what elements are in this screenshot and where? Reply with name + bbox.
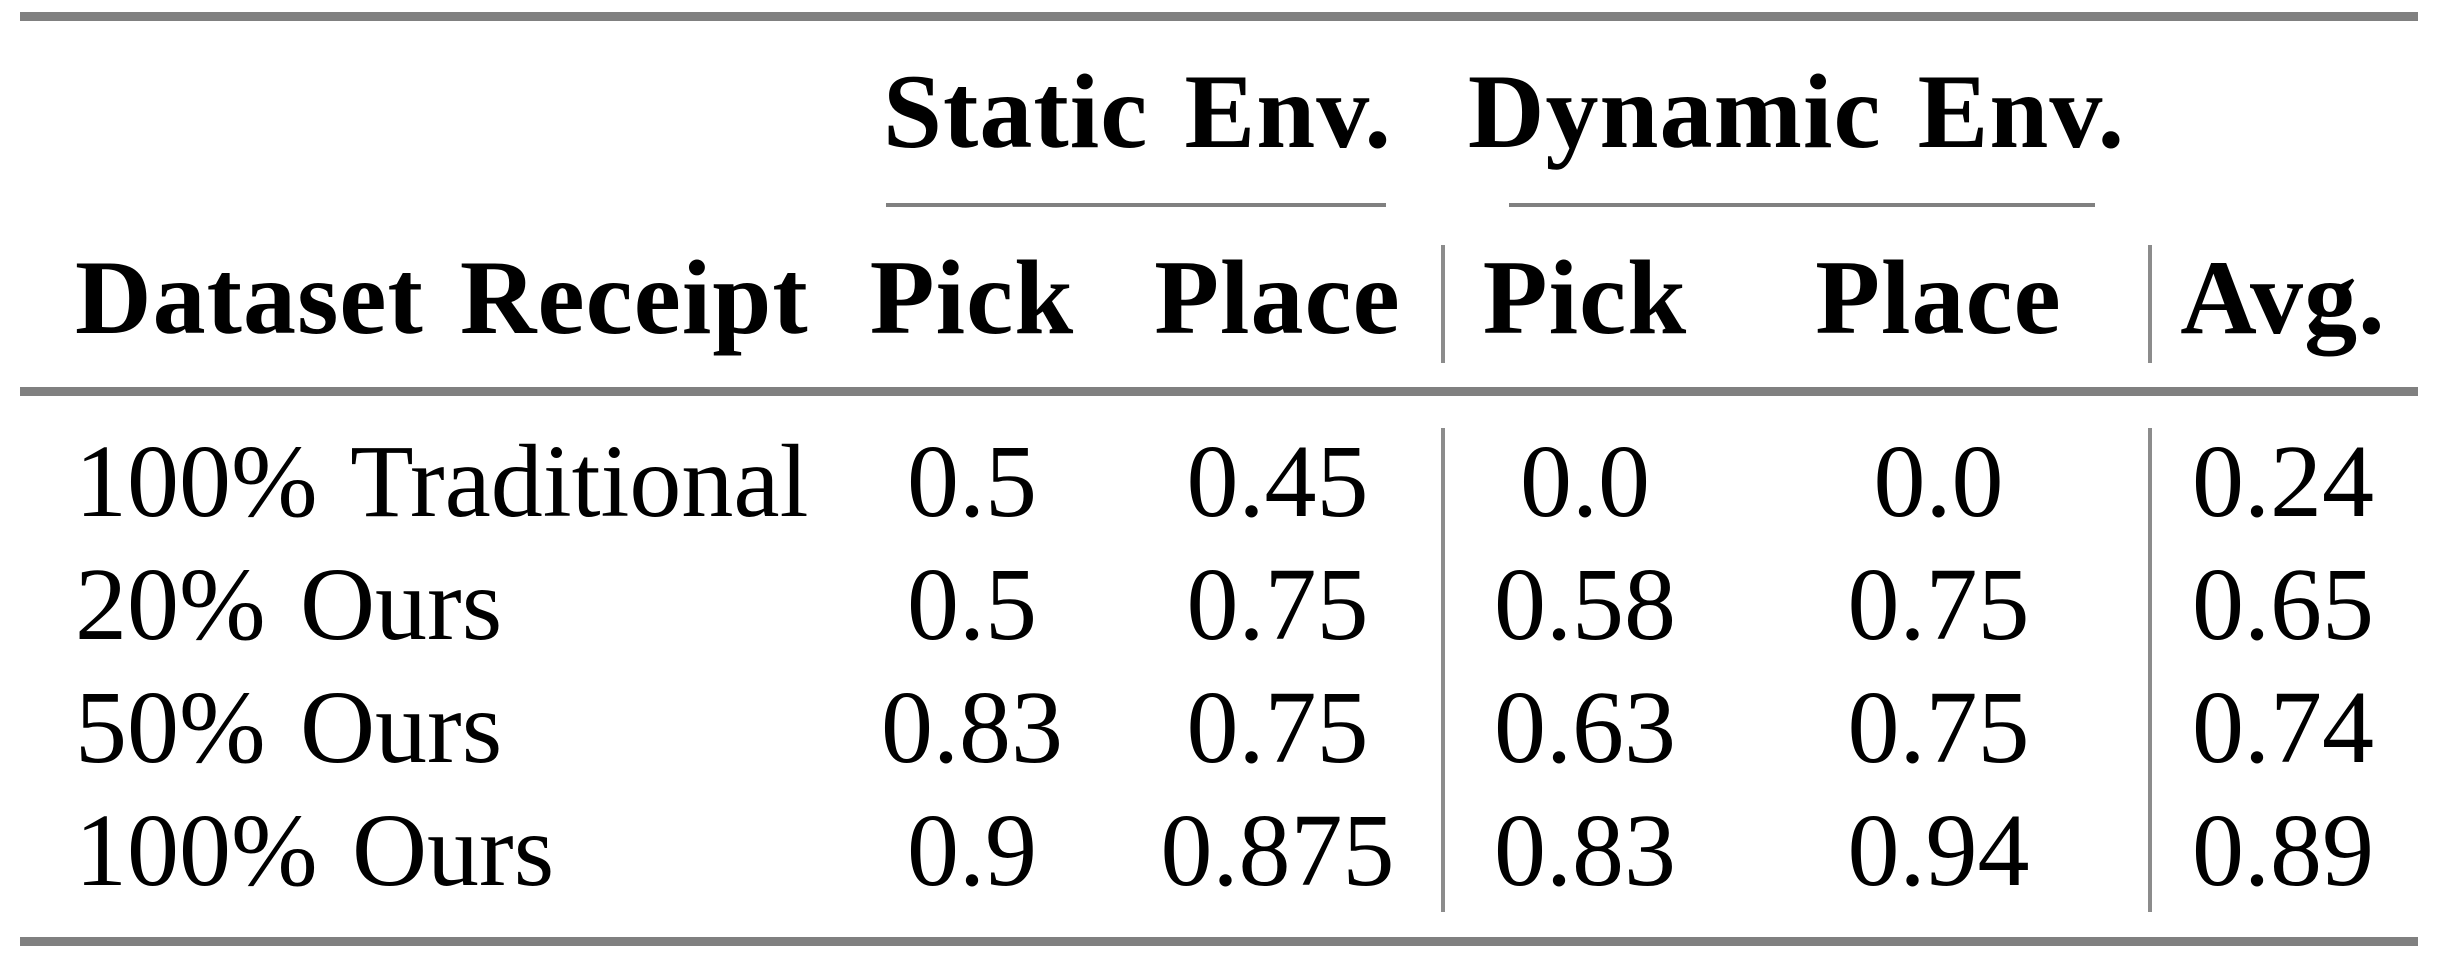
header-dynamic-pick: Pick: [1482, 238, 1688, 356]
header-static-place: Place: [1154, 238, 1401, 356]
cell-dynamic-place: 0.0: [1873, 424, 2004, 539]
row-label: 100% Ours: [75, 793, 555, 908]
dynamic-group-underline-slot: [1443, 203, 2150, 208]
column-header-row: Dataset Receipt Pick Place Pick Place Av…: [20, 208, 2418, 387]
cell-dynamic-pick: 0.83: [1494, 793, 1676, 908]
static-group-underline-slot: [832, 203, 1443, 208]
group-header-spacer-right: [2150, 21, 2416, 203]
row-label-header: Dataset Receipt: [75, 238, 809, 356]
table-row: 100% Ours 0.9 0.875 0.83 0.94 0.89: [20, 789, 2418, 912]
bottom-rule: [20, 937, 2418, 946]
table-row: 100% Traditional 0.5 0.45 0.0 0.0 0.24: [20, 420, 2418, 543]
dynamic-group-underline: [1509, 203, 2095, 207]
cell-avg: 0.74: [2192, 670, 2374, 785]
cell-dynamic-pick: 0.58: [1494, 547, 1676, 662]
cell-avg: 0.89: [2192, 793, 2374, 908]
column-divider-dynamic-avg-body: [2148, 428, 2152, 912]
cell-dynamic-pick: 0.0: [1520, 424, 1650, 539]
cell-static-pick: 0.83: [881, 670, 1063, 785]
table-row: 50% Ours 0.83 0.75 0.63 0.75 0.74: [20, 666, 2418, 789]
cell-dynamic-pick: 0.63: [1494, 670, 1676, 785]
table-row: 20% Ours 0.5 0.75 0.58 0.75 0.65: [20, 543, 2418, 666]
column-divider-dynamic-avg-header: [2148, 245, 2152, 363]
cell-static-place: 0.45: [1186, 424, 1369, 539]
cell-static-pick: 0.5: [907, 547, 1037, 662]
row-label: 100% Traditional: [75, 424, 809, 539]
column-divider-static-dynamic-body: [1441, 428, 1445, 912]
cell-dynamic-place: 0.75: [1847, 547, 2030, 662]
cell-static-place: 0.875: [1160, 793, 1395, 908]
row-label: 20% Ours: [75, 547, 503, 662]
table-body: 100% Traditional 0.5 0.45 0.0 0.0 0.24 2…: [20, 396, 2418, 937]
group-header-row: Static Env. Dynamic Env.: [20, 21, 2418, 203]
cmidrule-row: [20, 203, 2418, 208]
static-group-underline: [886, 203, 1386, 207]
cell-static-pick: 0.5: [907, 424, 1037, 539]
header-avg: Avg.: [2180, 238, 2386, 356]
header-dynamic-place: Place: [1815, 238, 2062, 356]
mid-rule: [20, 387, 2418, 396]
top-rule: [20, 12, 2418, 21]
cell-dynamic-place: 0.94: [1847, 793, 2030, 908]
group-header-spacer-left: [20, 21, 832, 203]
cell-avg: 0.24: [2192, 424, 2374, 539]
row-label: 50% Ours: [75, 670, 503, 785]
cell-static-place: 0.75: [1186, 547, 1369, 662]
cell-dynamic-place: 0.75: [1847, 670, 2030, 785]
column-divider-static-dynamic-header: [1441, 245, 1445, 363]
results-table: Static Env. Dynamic Env. Dataset Receipt…: [20, 12, 2418, 946]
cell-avg: 0.65: [2192, 547, 2374, 662]
cell-static-place: 0.75: [1186, 670, 1369, 785]
cell-static-pick: 0.9: [907, 793, 1037, 908]
group-header-dynamic-env: Dynamic Env.: [1467, 53, 2126, 170]
group-header-static-env: Static Env.: [883, 53, 1392, 170]
header-static-pick: Pick: [869, 238, 1075, 356]
